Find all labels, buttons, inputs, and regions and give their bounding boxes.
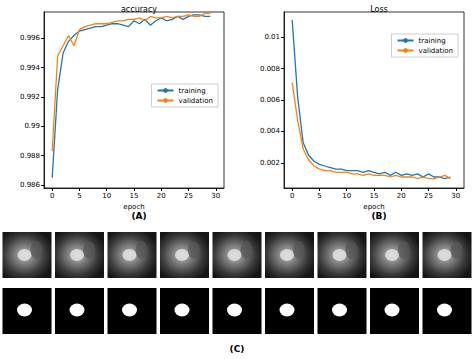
svg-text:training: training [179, 87, 206, 95]
svg-text:epoch: epoch [123, 203, 145, 212]
svg-text:0.994: 0.994 [20, 64, 41, 72]
svg-text:0.004: 0.004 [260, 127, 281, 135]
svg-text:(A): (A) [131, 211, 146, 221]
svg-text:training: training [419, 37, 446, 45]
svg-text:10: 10 [102, 192, 111, 200]
svg-text:25: 25 [184, 192, 193, 200]
svg-text:Loss: Loss [370, 5, 388, 14]
svg-text:0.008: 0.008 [260, 65, 280, 73]
svg-text:0.01: 0.01 [264, 33, 280, 41]
svg-text:30: 30 [451, 192, 460, 200]
svg-text:0: 0 [50, 192, 54, 200]
svg-text:0.988: 0.988 [20, 152, 40, 160]
svg-text:epoch: epoch [363, 203, 385, 212]
svg-text:validation: validation [419, 47, 453, 55]
svg-text:0: 0 [290, 192, 294, 200]
svg-text:validation: validation [179, 97, 213, 105]
svg-text:accuracy: accuracy [121, 5, 157, 14]
svg-text:(C): (C) [230, 344, 245, 354]
svg-text:15: 15 [370, 192, 379, 200]
svg-text:0.002: 0.002 [260, 159, 280, 167]
svg-text:5: 5 [77, 192, 81, 200]
svg-text:15: 15 [130, 192, 139, 200]
svg-text:0.99: 0.99 [24, 122, 40, 130]
svg-text:20: 20 [397, 192, 406, 200]
svg-text:(B): (B) [371, 211, 386, 221]
svg-text:0.996: 0.996 [20, 34, 41, 42]
svg-text:0.986: 0.986 [20, 181, 41, 189]
svg-text:0.006: 0.006 [260, 96, 281, 104]
svg-text:25: 25 [424, 192, 433, 200]
svg-text:10: 10 [342, 192, 351, 200]
svg-text:5: 5 [317, 192, 321, 200]
svg-text:20: 20 [157, 192, 166, 200]
svg-text:30: 30 [211, 192, 220, 200]
svg-text:0.992: 0.992 [20, 93, 40, 101]
